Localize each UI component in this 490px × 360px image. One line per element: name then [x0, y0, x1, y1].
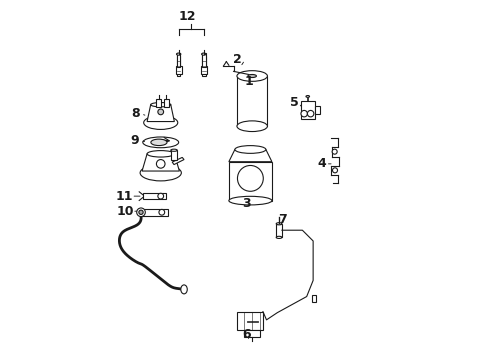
Bar [300, 102, 315, 119]
Polygon shape [147, 105, 174, 122]
Circle shape [238, 166, 263, 191]
Text: 2: 2 [233, 53, 242, 66]
Bar [143, 193, 166, 199]
Ellipse shape [201, 53, 206, 55]
Text: 12: 12 [178, 10, 196, 23]
Ellipse shape [140, 165, 181, 181]
Text: 6: 6 [243, 328, 251, 341]
Ellipse shape [147, 150, 174, 157]
Text: 9: 9 [131, 134, 139, 147]
Bar [315, 106, 320, 114]
Text: 3: 3 [243, 197, 251, 210]
Bar [202, 53, 205, 67]
Ellipse shape [176, 53, 181, 55]
Ellipse shape [181, 285, 187, 294]
Circle shape [137, 208, 146, 217]
Text: 11: 11 [116, 190, 133, 203]
Circle shape [156, 159, 165, 168]
Ellipse shape [276, 223, 282, 225]
Text: 7: 7 [278, 213, 287, 226]
Bar [237, 76, 268, 126]
Ellipse shape [306, 95, 310, 97]
Circle shape [307, 111, 314, 117]
Bar [245, 329, 260, 337]
Ellipse shape [237, 121, 268, 131]
Bar [171, 150, 177, 160]
Ellipse shape [151, 139, 167, 145]
Circle shape [332, 149, 337, 154]
Text: 10: 10 [116, 205, 134, 218]
Polygon shape [142, 154, 179, 171]
Ellipse shape [235, 145, 266, 153]
Bar [177, 53, 180, 67]
Ellipse shape [151, 103, 171, 107]
Bar [156, 99, 161, 107]
Bar [164, 99, 169, 107]
Text: 1: 1 [244, 75, 253, 88]
Ellipse shape [143, 137, 179, 148]
Ellipse shape [248, 75, 256, 77]
Bar [141, 209, 168, 216]
Circle shape [158, 193, 164, 199]
Bar [177, 56, 180, 76]
Ellipse shape [237, 71, 268, 81]
Bar [312, 295, 316, 302]
Text: 4: 4 [318, 157, 326, 170]
Bar [229, 162, 272, 201]
Bar [237, 312, 263, 330]
Ellipse shape [144, 116, 178, 130]
Bar [276, 224, 282, 237]
Polygon shape [229, 149, 272, 162]
Polygon shape [172, 157, 184, 165]
Circle shape [333, 168, 338, 173]
Circle shape [139, 210, 143, 215]
Bar [201, 66, 207, 74]
Ellipse shape [171, 149, 177, 151]
Ellipse shape [276, 236, 282, 238]
Circle shape [159, 210, 165, 215]
Text: 5: 5 [290, 96, 299, 109]
Bar [202, 56, 205, 76]
Ellipse shape [229, 196, 272, 205]
Bar [176, 66, 181, 74]
Text: 8: 8 [131, 107, 140, 120]
Circle shape [158, 109, 164, 115]
Circle shape [301, 111, 307, 117]
